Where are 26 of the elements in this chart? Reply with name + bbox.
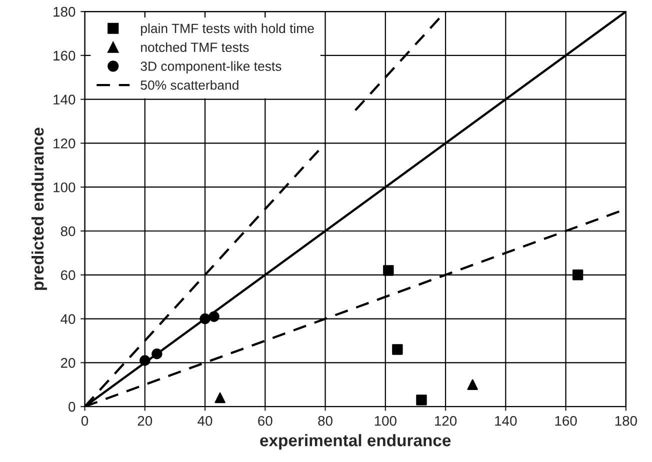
x-tick-label: 140	[495, 416, 517, 426]
y-tick-label: 80	[60, 226, 76, 236]
y-tick-label: 140	[54, 94, 76, 104]
legend-label: notched TMF tests	[141, 42, 249, 52]
x-tick-label: 60	[258, 416, 272, 426]
x-axis-title: experimental endurance	[260, 434, 451, 450]
y-tick-label: 100	[54, 182, 76, 192]
legend-label: plain TMF tests with hold time	[141, 23, 314, 36]
y-tick-label: 120	[54, 138, 76, 148]
x-tick-label: 20	[138, 416, 152, 426]
x-tick-label: 40	[198, 416, 212, 426]
x-tick-label: 120	[435, 416, 457, 426]
y-tick-label: 20	[60, 358, 76, 368]
y-axis-title: predicted endurance	[31, 128, 48, 290]
y-tick-label: 160	[54, 50, 76, 61]
x-tick-label: 0	[81, 416, 88, 426]
legend-label: 3D component-like tests	[140, 61, 282, 74]
legend-label: 50% scatterband	[140, 80, 238, 90]
y-tick-label: 60	[60, 270, 76, 280]
y-tick-label: 180	[54, 6, 76, 17]
x-tick-label: 80	[318, 416, 332, 426]
y-tick-label: 40	[60, 314, 76, 324]
x-tick-label: 160	[555, 416, 577, 426]
x-tick-label: 180	[615, 416, 637, 426]
y-tick-label: 0	[68, 402, 76, 412]
x-tick-label: 100	[374, 416, 396, 426]
